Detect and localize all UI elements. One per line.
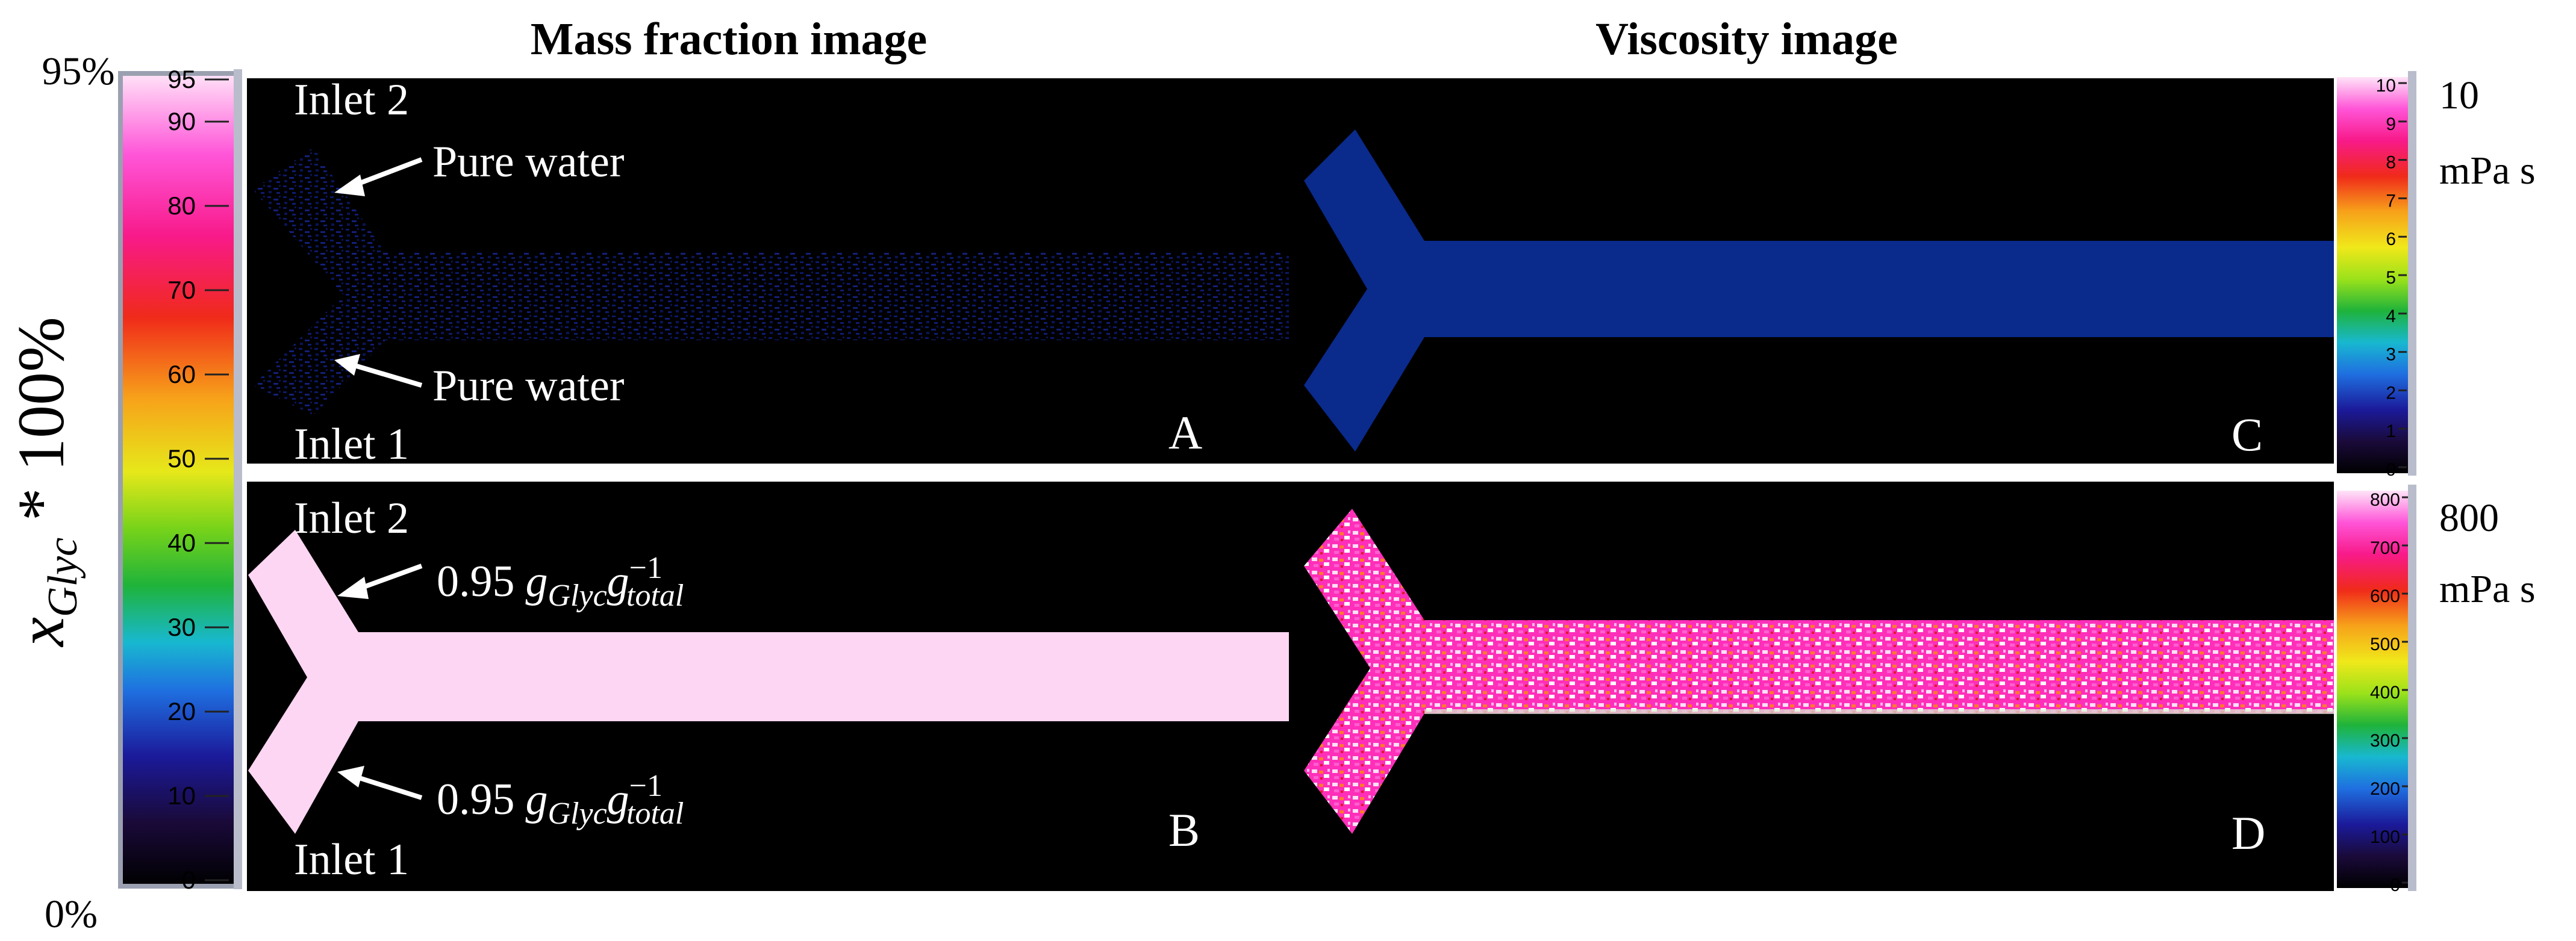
panel-a-label-bottom: Pure water (432, 361, 624, 411)
viscosity-colorbar-bottom: 800 700 600 500 400 300 200 100 0 (2337, 485, 2416, 895)
panel-a-inlet-2: Inlet 2 (294, 75, 409, 125)
mass-fraction-tick-label: 90 (167, 107, 196, 135)
panel-a-inlet-1: Inlet 1 (294, 420, 409, 469)
mass-fraction-tick-label: 10 (167, 781, 196, 810)
viscosity-top-tick-label: 9 (2386, 114, 2396, 134)
panel-b-letter: B (1168, 804, 1200, 856)
mass-fraction-colorbar-gradient (118, 71, 240, 889)
colorbar-frame-bottom (2408, 485, 2416, 891)
viscosity-top-tick-label: 4 (2386, 306, 2396, 326)
panel-b-arrow-top (337, 564, 423, 599)
panel-c: C (1304, 129, 2334, 461)
panel-b: Inlet 2 Inlet 1 0.95 gGlycg−1 total 0.95 gG… (248, 494, 1289, 884)
panel-b-concentration-bottom: 0.95 gGlycg−1 total (437, 769, 684, 831)
viscosity-bottom-tick-label: 700 (2370, 538, 2400, 558)
mass-fraction-tick-label: 0 (182, 866, 196, 894)
panel-a-arrow-bottom (334, 354, 423, 388)
mass-fraction-tick-label: 80 (167, 191, 196, 220)
mass-fraction-tick-label: 95 (167, 65, 196, 93)
viscosity-bottom-tick-label: 0 (2390, 875, 2400, 895)
viscosity-top-tick-label: 5 (2386, 268, 2396, 288)
viscosity-top-tick-label: 1 (2386, 421, 2396, 441)
mass-fraction-tick-label: 40 (167, 529, 196, 557)
viscosity-bottom-unit: mPa s (2439, 567, 2536, 611)
panel-b-inlet-1: Inlet 1 (294, 835, 409, 884)
panel-b-inlet-2: Inlet 2 (294, 494, 409, 543)
viscosity-bottom-tick-label: 200 (2370, 779, 2400, 799)
mass-fraction-tick-label: 30 (167, 613, 196, 641)
left-scale-bottom-label: 0% (45, 892, 98, 936)
viscosity-top-unit: mPa s (2439, 149, 2536, 193)
viscosity-bottom-tick-label: 500 (2370, 635, 2400, 654)
panel-b-channel (248, 530, 1289, 834)
mass-fraction-tick-label: 20 (167, 697, 196, 725)
viscosity-bottom-max-label: 800 (2439, 496, 2499, 540)
viscosity-colorbar-bottom-gradient (2337, 491, 2408, 888)
left-scale-top-label: 95% (42, 49, 115, 93)
left-axis-label: xGlyc * 100% (4, 317, 86, 648)
axis-suffix: * 100% (4, 317, 78, 538)
mass-fraction-title: Mass fraction image (531, 14, 928, 64)
panel-c-letter: C (2231, 408, 2263, 461)
axis-subscript: Glyc (40, 538, 86, 617)
viscosity-top-tick-label: 10 (2376, 76, 2396, 96)
panel-a-channel (253, 148, 1289, 415)
mass-fraction-colorbar: 95 90 80 70 60 50 40 30 20 10 0 (118, 65, 242, 894)
viscosity-bottom-tick-label: 300 (2370, 731, 2400, 751)
mass-fraction-tick-label: 60 (167, 360, 196, 388)
panel-d: D (1304, 509, 2334, 859)
mass-fraction-tick-label: 70 (167, 276, 196, 304)
panel-a-letter: A (1168, 406, 1202, 459)
viscosity-bottom-tick-label: 800 (2370, 490, 2400, 510)
viscosity-title: Viscosity image (1595, 14, 1898, 64)
panel-a-label-top: Pure water (432, 137, 624, 187)
viscosity-bottom-tick-label: 100 (2370, 827, 2400, 847)
panel-c-channel (1304, 129, 2334, 452)
panel-a: Inlet 2 Inlet 1 Pure water Pure water A (253, 75, 1289, 469)
mass-fraction-tick-label: 50 (167, 444, 196, 473)
viscosity-bottom-ticks: 800 700 600 500 400 300 200 100 0 (2370, 490, 2408, 895)
panel-b-arrow-bottom (337, 766, 423, 800)
panel-b-concentration-top: 0.95 gGlycg−1 total (437, 551, 684, 613)
viscosity-top-tick-label: 0 (2386, 460, 2396, 480)
viscosity-top-max-label: 10 (2439, 73, 2479, 117)
viscosity-top-tick-label: 3 (2386, 345, 2396, 365)
panel-d-letter: D (2231, 807, 2265, 859)
axis-main-symbol: x (4, 617, 78, 648)
colorbar-frame-top (2408, 71, 2416, 476)
viscosity-top-tick-label: 6 (2386, 229, 2396, 249)
colorbar-frame (234, 69, 242, 889)
panel-d-channel-wall (1424, 709, 2334, 714)
viscosity-bottom-tick-label: 600 (2370, 586, 2400, 606)
svg-text:xGlyc * 100%: xGlyc * 100% (4, 317, 86, 648)
viscosity-top-tick-label: 2 (2386, 383, 2396, 403)
mass-fraction-ticks: 95 90 80 70 60 50 40 30 20 10 0 (167, 65, 229, 894)
viscosity-top-tick-label: 7 (2386, 191, 2396, 211)
viscosity-colorbar-top-gradient (2337, 77, 2408, 473)
viscosity-top-tick-label: 8 (2386, 153, 2396, 173)
panel-d-channel (1304, 509, 2334, 834)
panel-a-arrow-top (334, 157, 423, 196)
viscosity-bottom-tick-label: 400 (2370, 683, 2400, 703)
